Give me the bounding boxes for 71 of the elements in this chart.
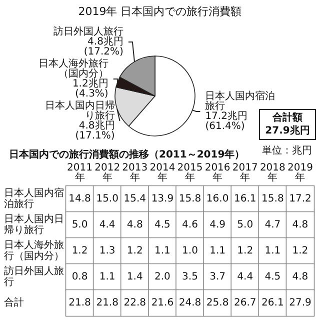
data-label: 4.5: [154, 220, 170, 230]
slice-label: 日本人国内宿泊旅行: [205, 90, 276, 112]
data-label: 16.0: [206, 194, 229, 204]
data-label: 1.2: [72, 246, 88, 256]
data-label: 4.7: [264, 220, 281, 230]
data-label: 13.9: [151, 194, 174, 204]
data-label: 1.0: [182, 246, 198, 256]
data-label: 15.4: [124, 194, 146, 204]
y-tick-label: 日本人国内日帰り旅行: [4, 213, 64, 236]
x-tick-label: 2019年: [287, 162, 313, 184]
data-label: 14.8: [68, 194, 91, 204]
data-label: 17.2兆円 (61.4%): [205, 110, 248, 132]
data-label: 1.2兆円 (4.3%): [72, 78, 108, 100]
data-label: 1.1: [154, 246, 170, 256]
x-tick-label: 2018年: [260, 162, 286, 184]
data-label: 26.1: [262, 298, 284, 308]
data-label: 21.8: [68, 298, 91, 308]
data-label: 4.8: [126, 220, 143, 230]
data-label: 4.9: [210, 220, 226, 230]
y-tick-label: 訪日外国人旅行: [4, 265, 64, 288]
data-label: 25.8: [206, 298, 229, 308]
x-tick-label: 2013年: [122, 162, 148, 184]
data-label: 1.1: [210, 246, 226, 256]
x-tick-label: 2017年: [232, 162, 258, 184]
data-label: 17.2: [289, 194, 312, 204]
data-label: 0.8: [72, 272, 88, 282]
data-label: 22.8: [124, 298, 146, 308]
data-label: 1.2: [126, 246, 143, 256]
data-label: 5.0: [237, 220, 254, 230]
data-label: 15.0: [96, 194, 118, 204]
data-label: 1.3: [99, 246, 116, 256]
data-label: 26.7: [234, 298, 256, 308]
chart-title: 2019年 日本国内での旅行消費額: [78, 5, 242, 18]
chart-title: 日本国内での旅行消費額の推移（2011～2019年）: [9, 148, 245, 160]
data-label: 15.8: [178, 194, 202, 204]
x-tick-label: 2014年: [150, 162, 176, 184]
data-label: 15.8: [262, 194, 284, 204]
text: 合計額 27.9兆円: [265, 112, 310, 136]
data-label: 4.6: [182, 220, 198, 230]
data-label: 3.5: [182, 272, 198, 282]
data-label: 4.4: [237, 272, 254, 282]
data-label: 4.8: [292, 272, 308, 282]
y-tick-label: 合計: [4, 296, 24, 308]
data-label: 1.4: [126, 272, 143, 282]
data-label: 2.0: [154, 272, 170, 282]
data-label: 16.1: [234, 194, 256, 204]
data-label: 5.0: [72, 220, 88, 230]
slice-label: 日本人海外旅行（国内分）: [38, 58, 108, 80]
data-label: 3.7: [210, 272, 226, 282]
data-label: 4.4: [99, 220, 116, 230]
data-label: 1.2: [237, 246, 254, 256]
data-label: 4.8兆円 (17.1%): [75, 120, 115, 142]
slice-label: 訪日外国人旅行: [53, 26, 124, 38]
x-tick-label: 2012年: [94, 162, 120, 184]
x-tick-label: 2016年: [204, 162, 230, 184]
x-tick-label: 2015年: [177, 162, 203, 184]
slice-label: 日本人国内日帰り旅行: [44, 100, 115, 122]
text: 単位：兆円: [262, 144, 312, 156]
data-label: 1.2: [292, 246, 308, 256]
y-tick-label: 日本人海外旅行（国内分）: [4, 239, 64, 262]
y-tick-label: 日本人国内宿泊旅行: [4, 187, 64, 210]
x-tick-label: 2011年: [67, 162, 93, 184]
data-label: 1.1: [264, 246, 281, 256]
data-label: 1.1: [99, 272, 116, 282]
data-label: 24.8: [178, 298, 202, 308]
data-label: 27.9: [289, 298, 312, 308]
data-label: 4.5: [264, 272, 281, 282]
data-label: 21.6: [151, 298, 174, 308]
data-label: 4.8兆円 (17.2%): [84, 36, 124, 58]
data-label: 4.8: [292, 220, 308, 230]
data-label: 21.8: [96, 298, 118, 308]
